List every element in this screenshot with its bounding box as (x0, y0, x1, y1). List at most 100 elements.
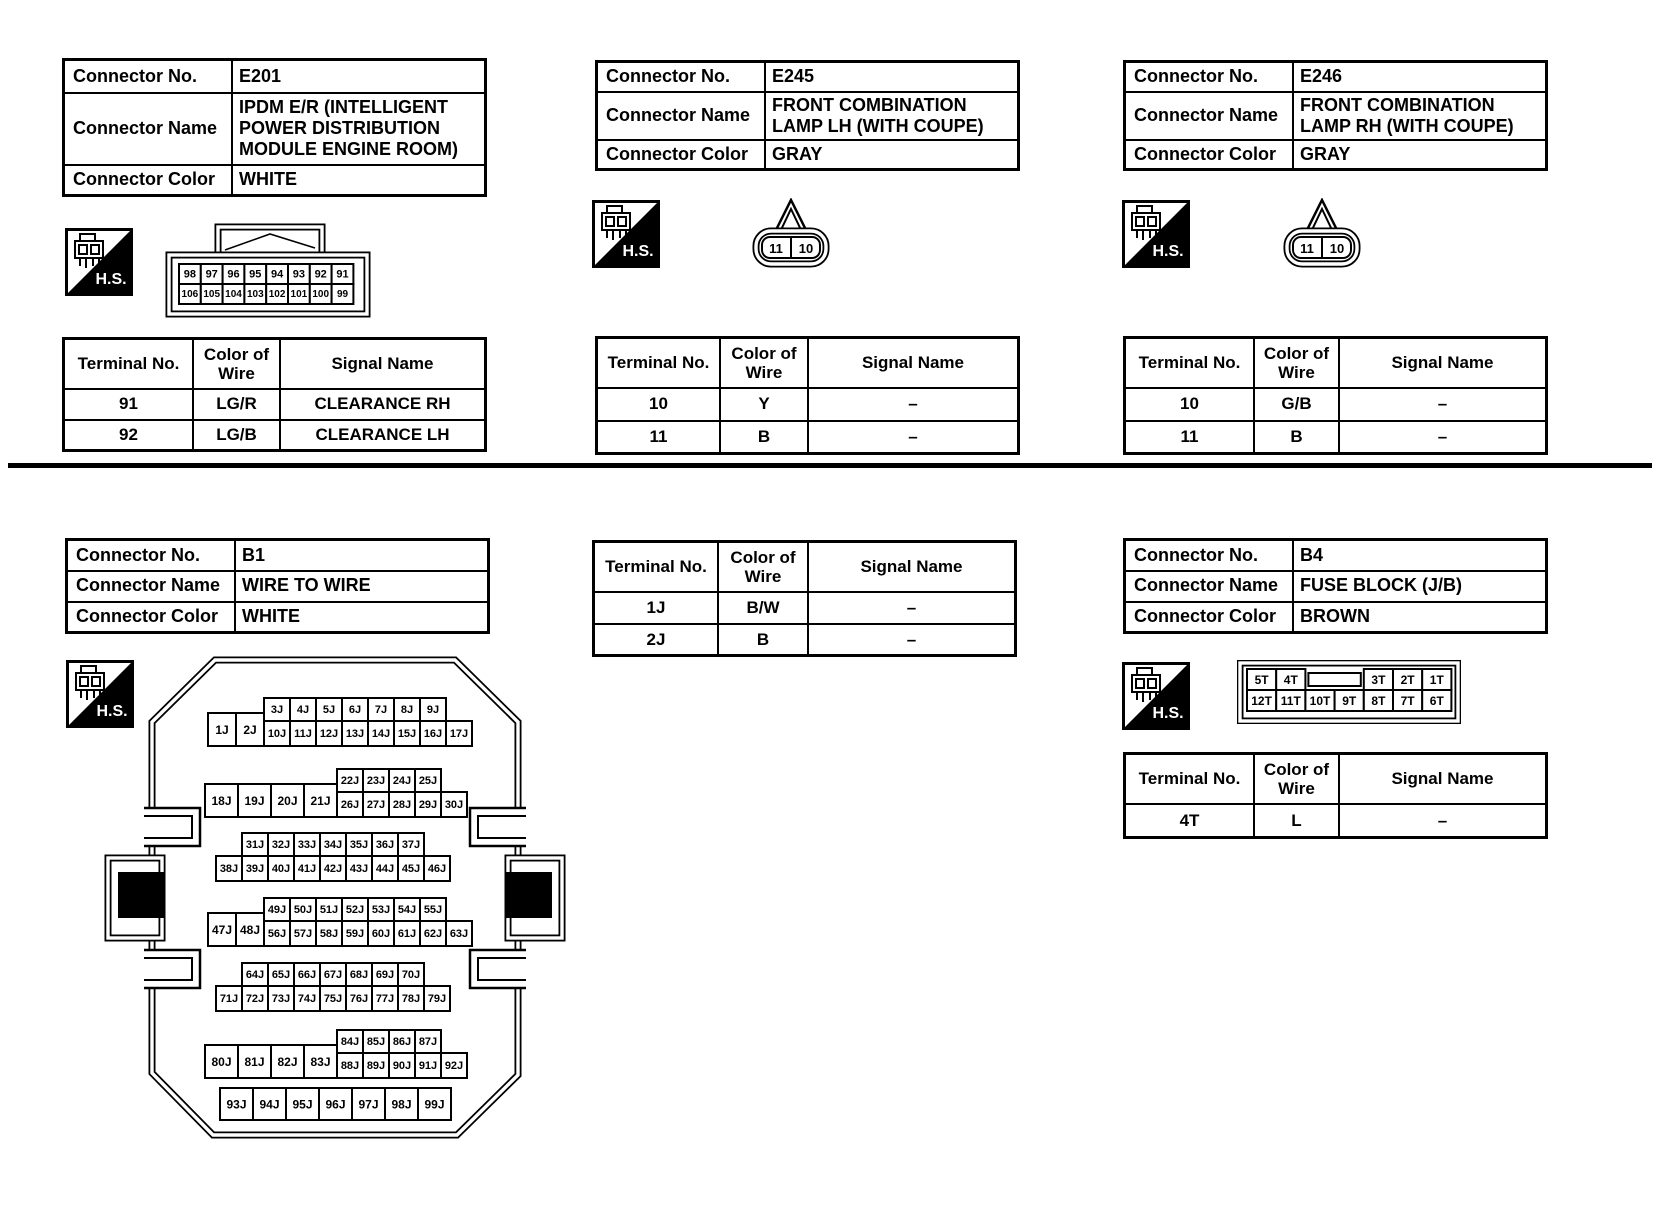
svg-text:98: 98 (184, 269, 196, 281)
svg-text:40J: 40J (272, 863, 290, 875)
connector-no-value: E201 (231, 58, 487, 94)
svg-text:82J: 82J (277, 1055, 297, 1069)
svg-text:94J: 94J (259, 1098, 279, 1112)
connector-no-label: Connector No. (62, 58, 233, 94)
svg-text:20J: 20J (277, 794, 297, 808)
svg-text:41J: 41J (298, 863, 316, 875)
svg-text:50J: 50J (294, 904, 312, 916)
svg-text:67J: 67J (324, 969, 342, 981)
svg-text:90J: 90J (393, 1060, 411, 1072)
svg-text:5T: 5T (1255, 673, 1270, 687)
svg-text:44J: 44J (376, 863, 394, 875)
terminal-no-cell: 2J (592, 622, 719, 657)
svg-text:12J: 12J (320, 728, 338, 740)
svg-text:1T: 1T (1430, 673, 1445, 687)
color-of-wire-header: Color of Wire (717, 540, 809, 593)
svg-text:63J: 63J (450, 928, 468, 940)
svg-text:95J: 95J (292, 1098, 312, 1112)
section-divider (8, 463, 1652, 468)
connector-no-label: Connector No. (595, 60, 766, 93)
connector-no-value: B4 (1292, 538, 1548, 572)
svg-text:55J: 55J (424, 904, 442, 916)
svg-text:15J: 15J (398, 728, 416, 740)
svg-text:87J: 87J (419, 1036, 437, 1048)
wire-color-cell: Y (719, 386, 809, 422)
connector-name-value: FRONT COMBINATION LAMP LH (WITH COUPE) (764, 90, 1020, 141)
b4-pin-diagram: 5T 4T 3T 2T 1T 12T 11T 10T 9T 8T 7T 6T (1236, 659, 1462, 725)
wire-color-cell: G/B (1253, 386, 1340, 422)
connector-no-label: Connector No. (65, 538, 236, 572)
signal-name-header: Signal Name (1338, 752, 1548, 805)
connector-info-table-e245: Connector No. E245 Connector Name FRONT … (595, 60, 1020, 172)
svg-text:39J: 39J (246, 863, 264, 875)
svg-text:80J: 80J (211, 1055, 231, 1069)
svg-text:69J: 69J (376, 969, 394, 981)
svg-text:64J: 64J (246, 969, 264, 981)
connector-color-label: Connector Color (65, 600, 236, 634)
svg-text:70J: 70J (402, 969, 420, 981)
connector-no-label: Connector No. (1123, 538, 1294, 572)
terminal-no-header: Terminal No. (62, 337, 194, 390)
svg-text:4J: 4J (297, 704, 309, 716)
svg-text:51J: 51J (320, 904, 338, 916)
svg-text:10J: 10J (268, 728, 286, 740)
connector-name-label: Connector Name (595, 90, 766, 141)
svg-text:101: 101 (291, 289, 308, 300)
connector-name-label: Connector Name (1123, 90, 1294, 141)
svg-text:92J: 92J (445, 1060, 463, 1072)
svg-text:99: 99 (337, 289, 349, 300)
svg-text:18J: 18J (211, 794, 231, 808)
connector-color-value: WHITE (231, 163, 487, 197)
e245-pin-diagram: 11 10 (752, 197, 830, 268)
svg-text:23J: 23J (367, 775, 385, 787)
svg-text:72J: 72J (246, 993, 264, 1005)
svg-text:H.S.: H.S. (1152, 243, 1183, 260)
signal-name-cell: – (807, 622, 1017, 657)
connector-no-value: E245 (764, 60, 1020, 93)
svg-text:92: 92 (315, 269, 327, 281)
terminal-row: 92 LG/B CLEARANCE LH (62, 418, 487, 452)
e201-pin-diagram: 98 97 96 95 94 93 92 91 106 105 104 103 102 101 100 99 (165, 222, 371, 318)
connector-info-table-b1: Connector No. B1 Connector Name WIRE TO … (65, 538, 490, 634)
svg-text:75J: 75J (324, 993, 342, 1005)
svg-text:12T: 12T (1251, 694, 1272, 708)
svg-text:79J: 79J (428, 993, 446, 1005)
connector-name-value: FUSE BLOCK (J/B) (1292, 569, 1548, 603)
signal-name-cell: – (807, 590, 1017, 625)
signal-name-header: Signal Name (807, 540, 1017, 593)
svg-text:37J: 37J (402, 839, 420, 851)
signal-name-cell: – (1338, 419, 1548, 455)
svg-text:21J: 21J (310, 794, 330, 808)
terminal-no-header: Terminal No. (592, 540, 719, 593)
svg-text:88J: 88J (341, 1060, 359, 1072)
signal-name-header: Signal Name (279, 337, 487, 390)
svg-text:102: 102 (269, 289, 286, 300)
svg-text:22J: 22J (341, 775, 359, 787)
connector-color-label: Connector Color (595, 138, 766, 171)
svg-text:17J: 17J (450, 728, 468, 740)
svg-text:3T: 3T (1371, 673, 1386, 687)
svg-text:103: 103 (247, 289, 264, 300)
svg-text:35J: 35J (350, 839, 368, 851)
wire-color-cell: B/W (717, 590, 809, 625)
signal-name-cell: – (1338, 802, 1548, 839)
svg-text:60J: 60J (372, 928, 390, 940)
svg-text:85J: 85J (367, 1036, 385, 1048)
connector-name-value: WIRE TO WIRE (234, 569, 490, 603)
svg-text:45J: 45J (402, 863, 420, 875)
e246-pin-diagram: 11 10 (1283, 197, 1361, 268)
svg-text:81J: 81J (244, 1055, 264, 1069)
svg-text:89J: 89J (367, 1060, 385, 1072)
svg-text:H.S.: H.S. (1152, 705, 1183, 722)
svg-text:86J: 86J (393, 1036, 411, 1048)
svg-text:56J: 56J (268, 928, 286, 940)
terminal-row: 1J B/W – (592, 590, 1017, 625)
svg-text:4T: 4T (1284, 673, 1299, 687)
svg-text:8T: 8T (1371, 694, 1386, 708)
svg-text:6T: 6T (1430, 694, 1445, 708)
signal-name-cell: – (807, 386, 1020, 422)
connector-color-value: BROWN (1292, 600, 1548, 634)
svg-text:53J: 53J (372, 904, 390, 916)
terminal-no-cell: 4T (1123, 802, 1255, 839)
